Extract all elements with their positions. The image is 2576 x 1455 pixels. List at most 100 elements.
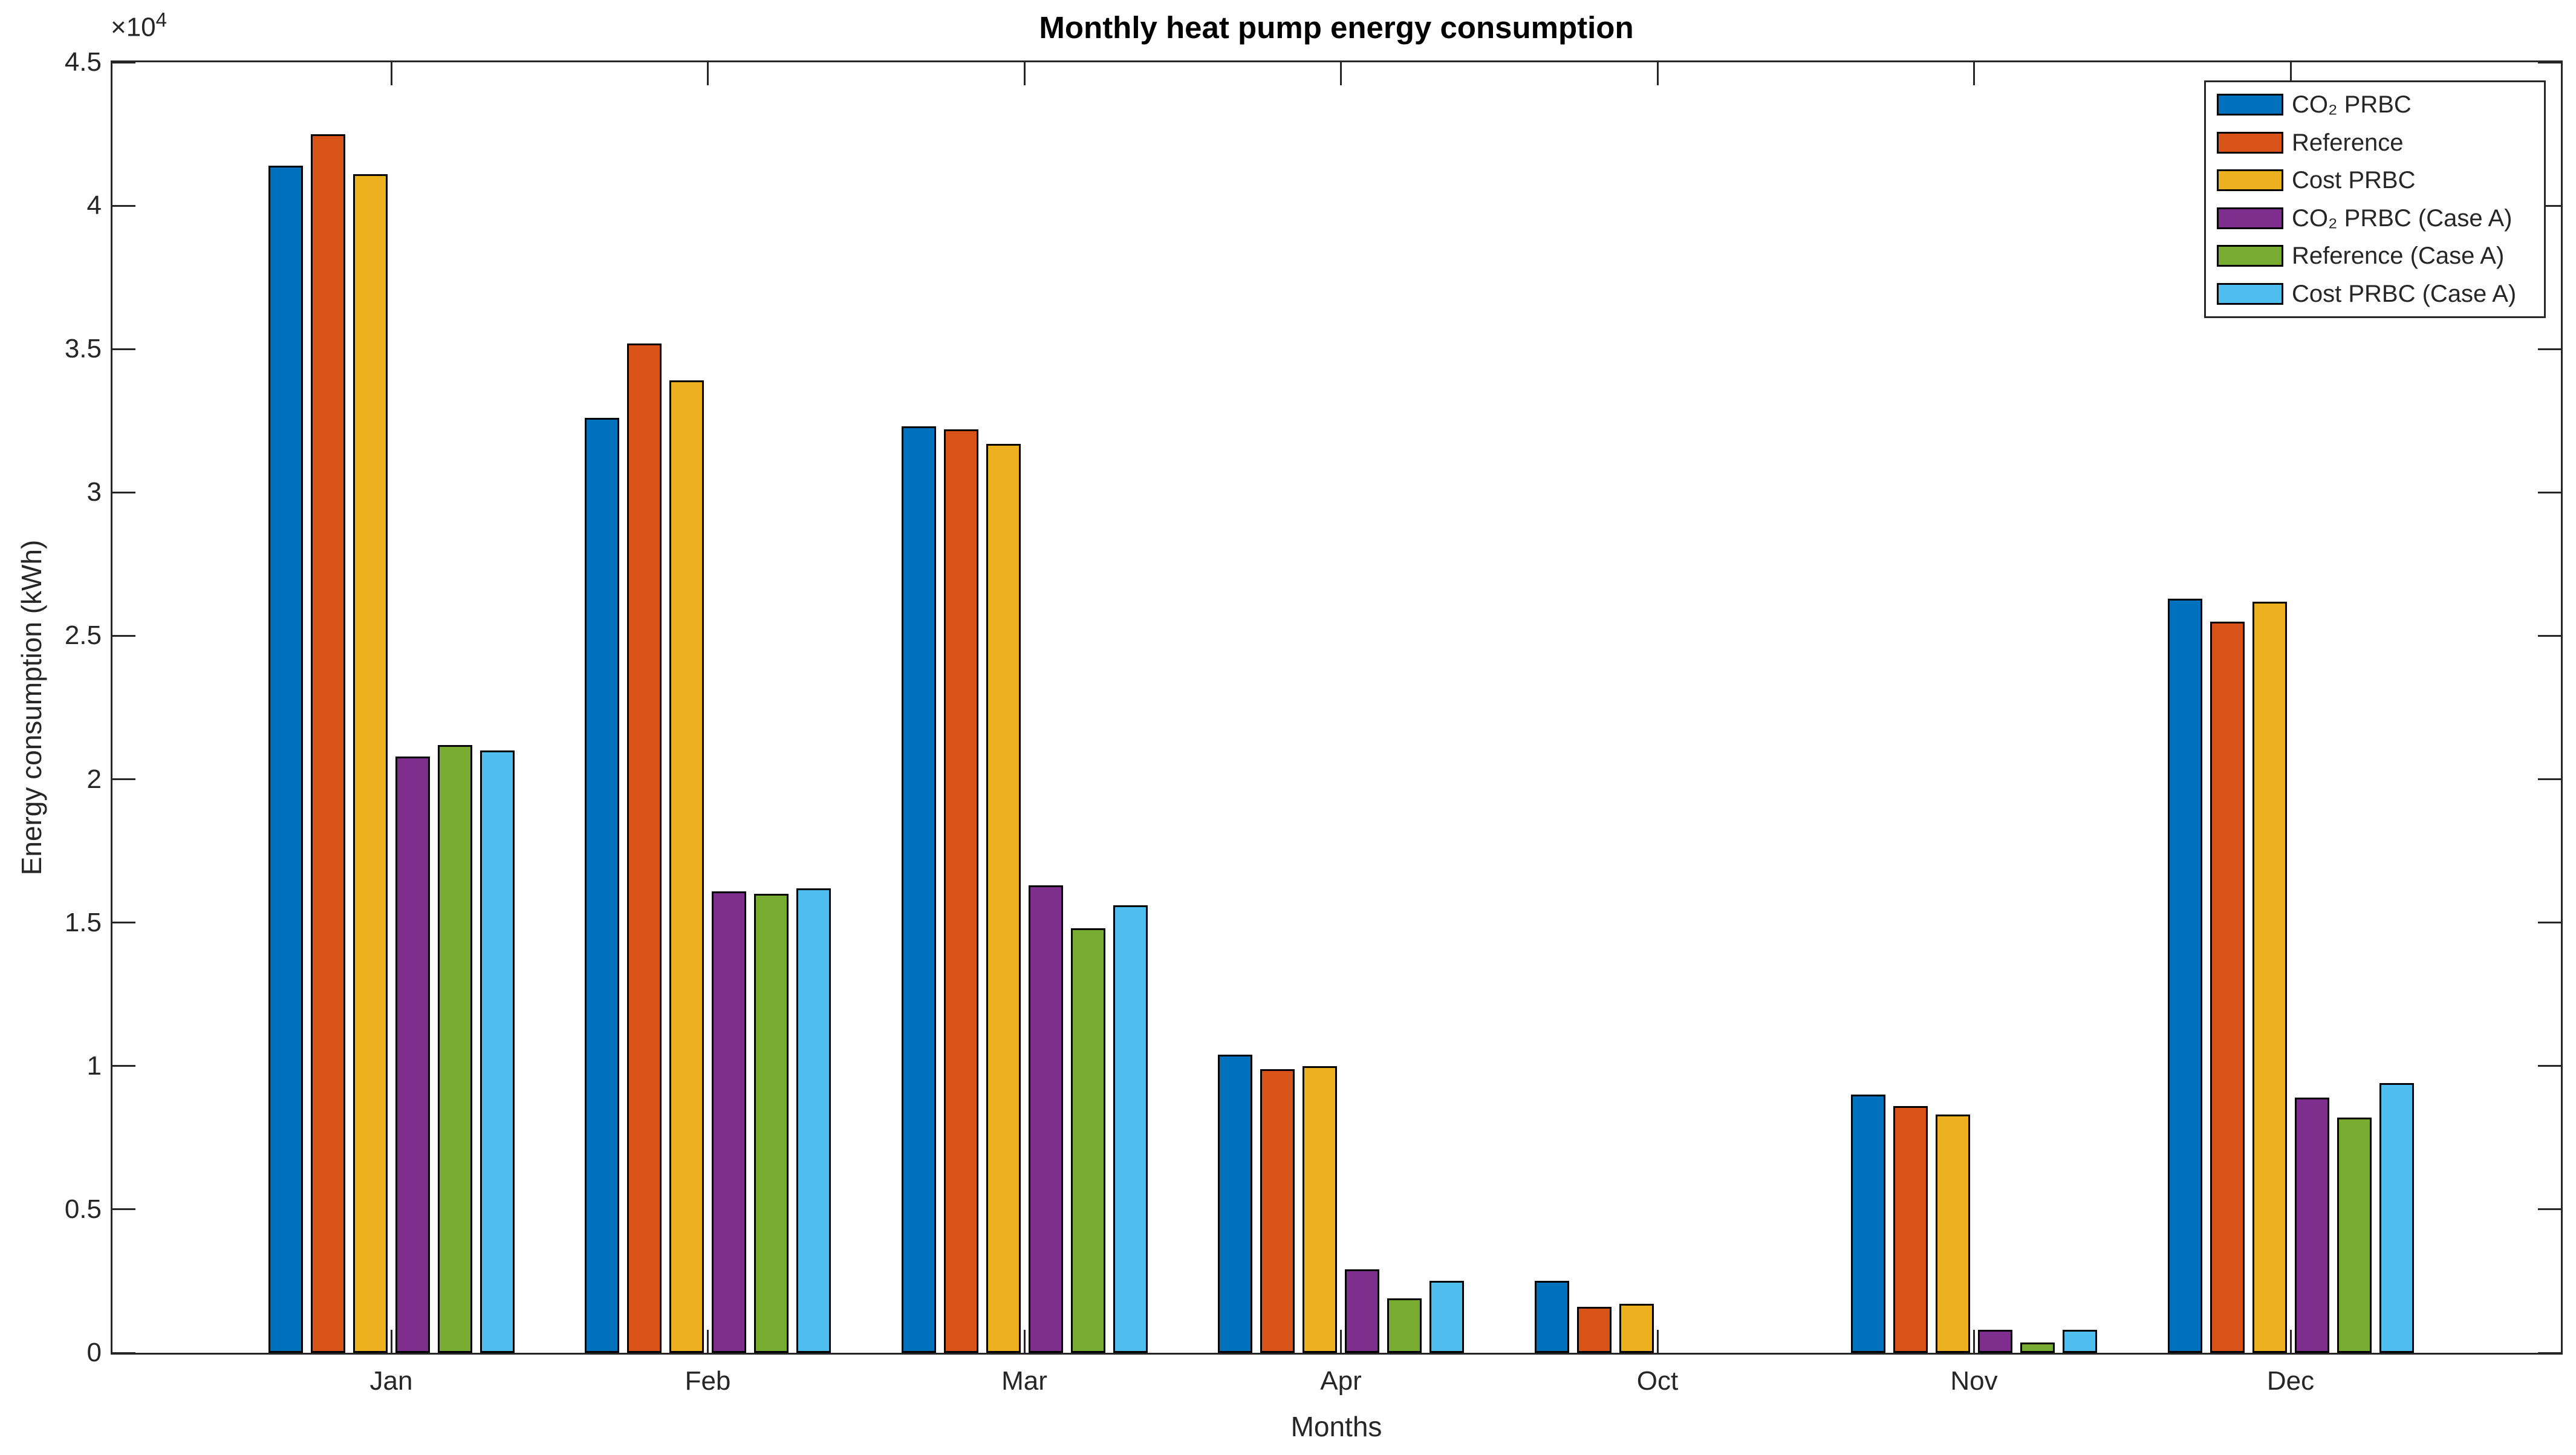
y-tick-label: 2 — [86, 764, 102, 794]
bar-apr-s2 — [1260, 1069, 1295, 1353]
x-tick-top — [1656, 62, 1659, 85]
bar-oct-s2 — [1576, 1307, 1612, 1353]
legend-entry-s3: Cost PRBC — [2217, 167, 2538, 194]
y-tick-right — [2538, 1065, 2561, 1067]
bar-jan-s6 — [480, 750, 515, 1353]
bar-mar-s2 — [943, 429, 978, 1353]
y-tick-label: 1.5 — [64, 907, 102, 937]
y-tick-label: 4.5 — [64, 47, 102, 77]
x-tick-top — [707, 62, 709, 85]
x-tick-label-feb: Feb — [685, 1366, 731, 1396]
x-axis-label: Months — [1290, 1411, 1382, 1442]
bar-dec-s1 — [2167, 599, 2202, 1353]
y-tick — [112, 778, 135, 781]
y-tick-label: 1 — [86, 1050, 102, 1081]
x-tick-label-dec: Dec — [2266, 1366, 2315, 1396]
x-tick-top — [390, 62, 392, 85]
bar-dec-s5 — [2337, 1118, 2372, 1353]
bar-nov-s4 — [1978, 1330, 2012, 1353]
bar-dec-s2 — [2210, 622, 2245, 1353]
legend-swatch-s6 — [2217, 282, 2283, 305]
y-axis-exponent-base: ×10 — [111, 12, 156, 42]
y-tick-label: 0 — [86, 1338, 102, 1367]
legend-swatch-s1 — [2217, 94, 2283, 116]
bar-feb-s3 — [669, 380, 704, 1353]
x-tick — [1340, 1330, 1342, 1353]
legend-swatch-s4 — [2217, 207, 2283, 229]
y-tick-label: 0.5 — [64, 1194, 102, 1224]
legend-entry-s4: CO₂ PRBC (Case A) — [2217, 205, 2538, 232]
legend-entry-s6: Cost PRBC (Case A) — [2217, 281, 2538, 307]
bar-mar-s5 — [1070, 928, 1105, 1353]
bar-apr-s6 — [1429, 1281, 1464, 1353]
bar-jan-s2 — [310, 134, 345, 1353]
y-tick — [112, 491, 135, 493]
x-tick — [1023, 1330, 1026, 1353]
bar-apr-s5 — [1387, 1298, 1422, 1353]
legend: CO₂ PRBC Reference Cost PRBC CO₂ PRBC (Case… — [2204, 80, 2546, 318]
y-axis-exponent: ×104 — [111, 8, 167, 43]
bar-mar-s1 — [901, 426, 936, 1353]
legend-entry-s2: Reference — [2217, 129, 2538, 156]
y-tick — [112, 204, 135, 207]
bar-apr-s3 — [1303, 1066, 1337, 1353]
legend-label-s3: Cost PRBC — [2292, 167, 2416, 194]
x-tick-label-mar: Mar — [1001, 1366, 1047, 1396]
y-tick — [112, 1208, 135, 1211]
x-tick-top — [1973, 62, 1975, 85]
x-tick-label-jan: Jan — [369, 1366, 413, 1396]
bar-feb-s1 — [585, 418, 619, 1353]
bar-mar-s6 — [1113, 905, 1148, 1353]
bar-feb-s6 — [796, 888, 831, 1353]
y-tick-right — [2538, 491, 2561, 493]
x-tick-label-apr: Apr — [1320, 1366, 1362, 1396]
x-tick — [1656, 1330, 1659, 1353]
legend-swatch-s5 — [2217, 245, 2283, 267]
chart-title: Monthly heat pump energy consumption — [1039, 10, 1634, 45]
y-tick-right — [2538, 1352, 2561, 1354]
y-tick-label: 3 — [86, 477, 102, 507]
legend-swatch-s3 — [2217, 169, 2283, 192]
x-tick-top — [2289, 62, 2292, 85]
y-tick — [112, 1065, 135, 1067]
legend-entry-s1: CO₂ PRBC — [2217, 91, 2538, 118]
x-tick — [707, 1330, 709, 1353]
bar-nov-s2 — [1893, 1106, 1928, 1353]
plot-area: 0 0.5 1 1.5 2 2.5 3 3.5 4 4.5 Jan Feb Mar Apr Oct Nov De… — [65, 47, 2563, 1396]
y-tick — [112, 634, 135, 637]
y-tick — [112, 922, 135, 924]
legend-label-s4: CO₂ PRBC (Case A) — [2292, 204, 2513, 232]
legend-entry-s5: Reference (Case A) — [2217, 242, 2538, 269]
x-tick-label-oct: Oct — [1636, 1366, 1679, 1396]
bar-jan-s4 — [395, 757, 430, 1353]
x-tick — [1973, 1330, 1975, 1353]
bar-dec-s6 — [2379, 1083, 2414, 1353]
bar-feb-s5 — [754, 894, 789, 1353]
bar-feb-s4 — [712, 891, 746, 1353]
bar-jan-s5 — [437, 745, 472, 1353]
y-axis-label: Energy consumption (kWh) — [16, 539, 47, 876]
bar-nov-s5 — [2020, 1343, 2055, 1353]
y-tick — [112, 348, 135, 350]
bar-dec-s3 — [2252, 602, 2287, 1353]
y-tick — [112, 1352, 135, 1354]
bar-mar-s4 — [1028, 885, 1063, 1353]
bar-oct-s1 — [1534, 1281, 1569, 1353]
y-tick-label: 3.5 — [64, 334, 102, 364]
y-tick-right — [2538, 348, 2561, 350]
y-tick-label: 4 — [86, 190, 102, 221]
legend-label-s2: Reference — [2292, 129, 2404, 156]
y-axis-exponent-power: 4 — [155, 8, 167, 31]
bar-apr-s1 — [1218, 1055, 1252, 1353]
y-tick — [112, 61, 135, 63]
y-tick-right — [2538, 1208, 2561, 1211]
bar-apr-s4 — [1345, 1269, 1379, 1353]
bar-oct-s3 — [1619, 1304, 1654, 1353]
bar-nov-s3 — [1936, 1115, 1970, 1353]
y-tick-label: 2.5 — [64, 620, 102, 651]
bar-nov-s1 — [1851, 1095, 1885, 1353]
y-tick-right — [2538, 204, 2561, 207]
y-tick-right — [2538, 922, 2561, 924]
bar-feb-s2 — [627, 343, 662, 1353]
x-tick-label-nov: Nov — [1950, 1366, 1998, 1396]
